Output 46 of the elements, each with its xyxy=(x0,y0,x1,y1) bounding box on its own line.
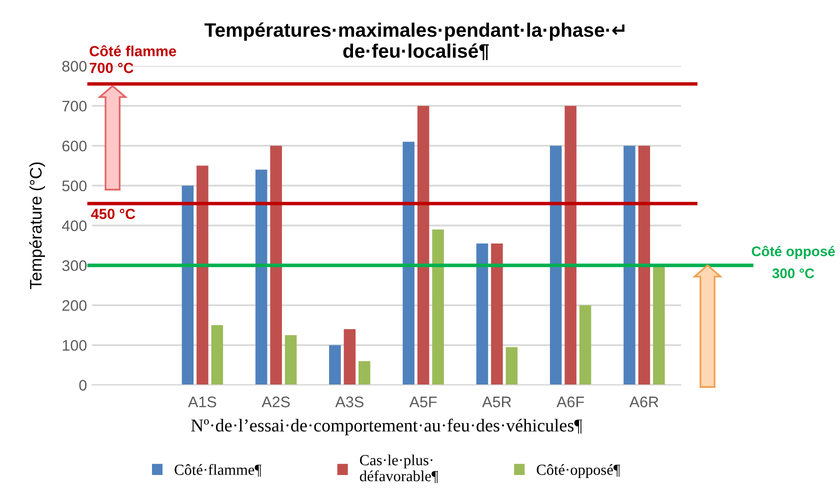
bar xyxy=(491,243,503,385)
legend-label: Côté·flamme¶ xyxy=(174,464,262,477)
x-tick-label: A1S xyxy=(188,396,216,408)
y-tick-label: 500 xyxy=(62,180,87,192)
bar xyxy=(653,265,665,385)
bar xyxy=(550,146,562,385)
bar xyxy=(358,361,370,385)
x-tick-label: A6F xyxy=(556,396,584,408)
y-tick-label: 400 xyxy=(62,220,87,232)
bar xyxy=(329,345,341,385)
bar xyxy=(624,146,636,385)
ref-line-label: Côté opposé 300 °C xyxy=(752,246,835,278)
y-tick-label: 700 xyxy=(62,100,87,112)
x-tick-label: A5F xyxy=(409,396,437,408)
y-tick-label: 100 xyxy=(62,340,87,351)
bar xyxy=(579,305,592,385)
y-tick-label: 200 xyxy=(62,300,87,311)
bar xyxy=(564,106,576,385)
x-tick-label: A5R xyxy=(482,396,512,408)
bar xyxy=(196,166,208,385)
bar xyxy=(344,329,356,385)
chart-title: Températures·maximales·pendant·la·phase·↵ de·feu·localisé¶ xyxy=(204,22,624,60)
y-tick-label: 600 xyxy=(62,140,87,152)
y-axis-title: Température (°C) xyxy=(29,162,45,290)
y-tick-label: 300 xyxy=(62,260,87,272)
y-tick-label: 800 xyxy=(62,60,87,72)
legend-label: Cas·le·plus· défavorable¶ xyxy=(360,454,438,484)
bar xyxy=(284,335,297,385)
y-tick-label: 0 xyxy=(79,380,87,391)
ref-line-label: 450 °C xyxy=(91,208,136,220)
bar xyxy=(476,243,488,385)
x-tick-label: A6R xyxy=(629,396,658,408)
bar xyxy=(270,146,282,385)
bar xyxy=(638,146,650,385)
bar xyxy=(432,229,444,385)
bar xyxy=(506,347,518,385)
bar xyxy=(182,186,194,385)
legend-label: Côté·opposé¶ xyxy=(536,464,620,478)
bar xyxy=(402,142,414,385)
bar xyxy=(417,106,430,385)
x-axis-title: Nº·de·l’essai·de·comportement·au·feu·des·véhicules¶ xyxy=(191,418,582,436)
x-tick-label: A2S xyxy=(262,396,290,408)
bar xyxy=(255,170,268,385)
x-tick-label: A3S xyxy=(335,396,364,408)
ref-line-label: Côté flamme 700 °C xyxy=(90,45,176,74)
bar xyxy=(211,325,224,385)
